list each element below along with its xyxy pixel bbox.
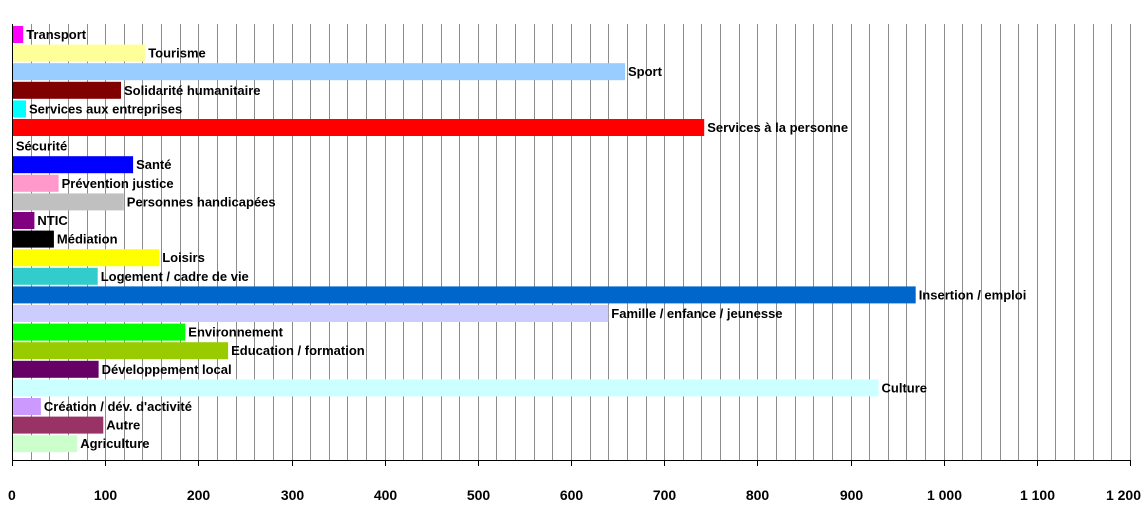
bar <box>12 342 229 360</box>
bar <box>12 398 41 415</box>
x-tick-label: 700 <box>653 487 677 503</box>
bar-label: Agriculture <box>80 436 149 451</box>
x-tick-label: 1 100 <box>1020 487 1055 503</box>
bar-label: Education / formation <box>231 343 365 358</box>
bar <box>12 63 625 81</box>
x-axis: 0 100 200 300 400 500 600 700 800 900 1 000 1 100 1 … <box>8 24 1141 503</box>
bar <box>12 212 35 229</box>
bar-label: Création / dév. d'activité <box>44 399 192 414</box>
bar <box>12 305 609 322</box>
bar <box>12 435 78 453</box>
bar-label: Services aux entreprises <box>29 101 182 116</box>
bar <box>12 100 26 118</box>
category-labels-group: Transport Tourisme Sport Solidarité humanit… <box>16 27 1026 451</box>
bar <box>12 323 186 341</box>
bar-label: Tourisme <box>148 46 206 61</box>
x-tick-label: 800 <box>746 487 770 503</box>
bar-label: Solidarité humanitaire <box>124 83 261 98</box>
x-tick-label: 100 <box>94 487 118 503</box>
bar <box>12 416 104 434</box>
bar-label: Médiation <box>57 232 118 247</box>
bar <box>12 379 879 397</box>
bar-label: NTIC <box>37 213 68 228</box>
x-tick-label: 600 <box>560 487 584 503</box>
bar-label: Autre <box>106 418 140 433</box>
x-tick-label: 300 <box>281 487 305 503</box>
bar-label: Environnement <box>188 325 283 340</box>
bar <box>12 249 160 267</box>
bar-label: Sport <box>628 64 663 79</box>
x-tick-label: 1 000 <box>927 487 962 503</box>
bars-group <box>12 26 916 453</box>
bar-label: Logement / cadre de vie <box>101 269 249 284</box>
x-tick-label: 400 <box>374 487 398 503</box>
bar-label: Culture <box>882 380 928 395</box>
x-tick-label: 0 <box>8 487 16 503</box>
bar-label: Santé <box>136 157 171 172</box>
x-tick-label: 1 200 <box>1106 487 1141 503</box>
bar-label: Services à la personne <box>707 120 848 135</box>
bar-label: Personnes handicapées <box>127 194 276 209</box>
bar-label: Développement local <box>102 362 232 377</box>
bar-label: Loisirs <box>162 250 205 265</box>
x-tick-label: 200 <box>187 487 211 503</box>
bar <box>12 81 121 99</box>
bar-label: Transport <box>26 27 87 42</box>
x-tick-label: 900 <box>840 487 864 503</box>
bar <box>12 360 99 378</box>
bar-label: Famille / enfance / jeunesse <box>611 306 782 321</box>
bar <box>12 44 146 62</box>
bar <box>12 119 705 136</box>
bar-label: Prévention justice <box>62 176 174 191</box>
bar-label: Insertion / emploi <box>919 287 1027 302</box>
bar <box>12 26 24 43</box>
bar <box>12 230 54 248</box>
bar <box>12 193 124 211</box>
bar <box>12 267 98 285</box>
bar-label: Sécurité <box>16 139 67 154</box>
bar <box>12 156 134 174</box>
bar <box>12 286 916 304</box>
x-tick-label: 500 <box>467 487 491 503</box>
bar <box>12 174 59 192</box>
